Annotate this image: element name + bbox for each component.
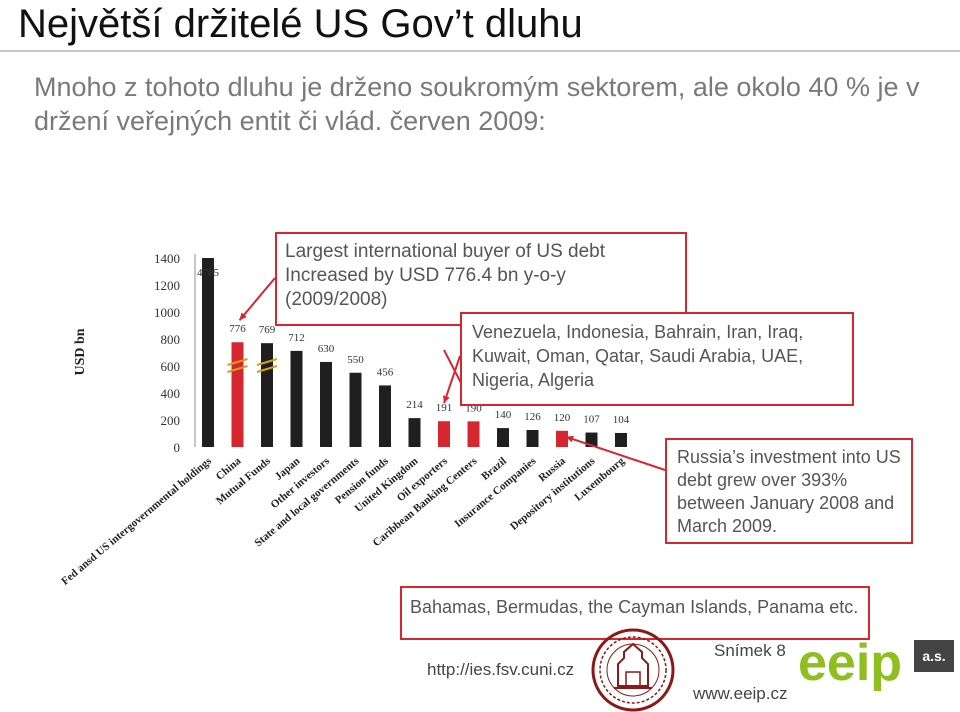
logo-text: eeip xyxy=(798,634,902,692)
data-label-china: 776 xyxy=(229,323,246,335)
axis-break-mark-mutual-funds-1 xyxy=(256,358,278,366)
data-label-united-kingdom: 214 xyxy=(406,399,423,411)
arrow-china-head xyxy=(239,312,247,321)
arrow-oil-exporters-head xyxy=(443,395,450,404)
y-tick-label-600: 600 xyxy=(161,359,181,374)
data-label-depository-institutions: 107 xyxy=(583,414,600,426)
arrow-oil-exporters xyxy=(443,355,461,404)
logo-suffix: a.s. xyxy=(922,648,945,664)
y-tick-label-400: 400 xyxy=(161,386,181,401)
axis-break-mark-china-1 xyxy=(227,358,248,366)
bar-brazil xyxy=(497,428,509,447)
annotation-box-caribbean: Bahamas, Bermudas, the Cayman Islands, P… xyxy=(400,586,870,640)
annotation-box-china: Largest international buyer of US debt I… xyxy=(275,232,687,326)
data-label-brazil: 140 xyxy=(495,409,512,421)
bar-mutual-funds xyxy=(261,343,273,447)
bar-luxembourg xyxy=(615,432,627,447)
university-seal-icon xyxy=(591,628,675,712)
bar-caribbean-banking-centers xyxy=(467,421,480,447)
data-label-pension-funds: 456 xyxy=(377,366,394,378)
annotation-china-line3: (2009/2008) xyxy=(285,289,388,310)
arrow-china xyxy=(238,277,276,321)
bar-fed-ansd-us-intergovernmental-holdings xyxy=(202,258,214,447)
data-label-other-investors: 630 xyxy=(318,343,335,355)
bar-state-and-local-governments xyxy=(349,372,362,447)
data-label-fed-ansd-us-intergovernmental-holdings: 4785 xyxy=(197,267,220,279)
slide-subtitle: Mnoho z tohoto dluhu je drženo soukromým… xyxy=(34,72,920,136)
eeip-logo-icon: eeip a.s. xyxy=(798,634,954,692)
annotation-china-line2: Increased by USD 776.4 bn y-o-y xyxy=(285,265,566,286)
annotation-china-line1: Largest international buyer of US debt xyxy=(285,241,606,262)
annotation-box-oil-exporters: Venezuela, Indonesia, Bahrain, Iran, Ira… xyxy=(460,312,854,406)
logo-badge xyxy=(914,640,954,672)
data-label-oil-exporters: 191 xyxy=(436,402,453,414)
y-tick-label-0: 0 xyxy=(174,440,181,455)
y-tick-label-800: 800 xyxy=(161,332,181,347)
arrow-russia xyxy=(565,435,666,471)
bar-oil-exporters xyxy=(438,421,450,447)
axis-break-mark-mutual-funds-0 xyxy=(256,365,278,373)
x-tick-label-fed-ansd-us-intergovernmental-holdings: Fed ansd US intergovernmental holdings xyxy=(59,455,214,588)
arrow-russia-head xyxy=(566,435,574,443)
bar-other-investors xyxy=(320,361,332,447)
ies-url[interactable]: http://ies.fsv.cuni.cz xyxy=(427,660,575,679)
y-axis-title: USD bn xyxy=(73,328,88,375)
data-label-russia: 120 xyxy=(554,412,571,424)
y-tick-label-200: 200 xyxy=(161,413,181,428)
slide-title: Největší držitelé US Gov’t dluhu xyxy=(18,2,583,46)
data-label-japan: 712 xyxy=(288,332,305,344)
title-divider xyxy=(0,50,960,52)
y-tick-label-1000: 1000 xyxy=(154,305,180,320)
eeip-url[interactable]: www.eeip.cz xyxy=(693,684,788,703)
data-label-state-and-local-governments: 550 xyxy=(347,354,364,366)
y-tick-label-1200: 1200 xyxy=(154,278,180,293)
y-tick-label-1400: 1400 xyxy=(154,251,180,266)
data-label-insurance-companies: 126 xyxy=(524,411,541,423)
bar-russia xyxy=(556,430,568,447)
bar-united-kingdom xyxy=(408,418,421,447)
slide-number: Snímek 8 xyxy=(714,641,786,660)
bar-china xyxy=(231,342,244,447)
bar-pension-funds xyxy=(379,385,391,447)
bar-insurance-companies xyxy=(526,429,539,447)
bar-japan xyxy=(290,350,303,447)
data-label-luxembourg: 104 xyxy=(613,414,630,426)
axis-break-mark-china-0 xyxy=(227,365,248,373)
data-label-mutual-funds: 769 xyxy=(259,324,276,336)
annotation-box-russia: Russia’s investment into US debt grew ov… xyxy=(665,438,913,544)
